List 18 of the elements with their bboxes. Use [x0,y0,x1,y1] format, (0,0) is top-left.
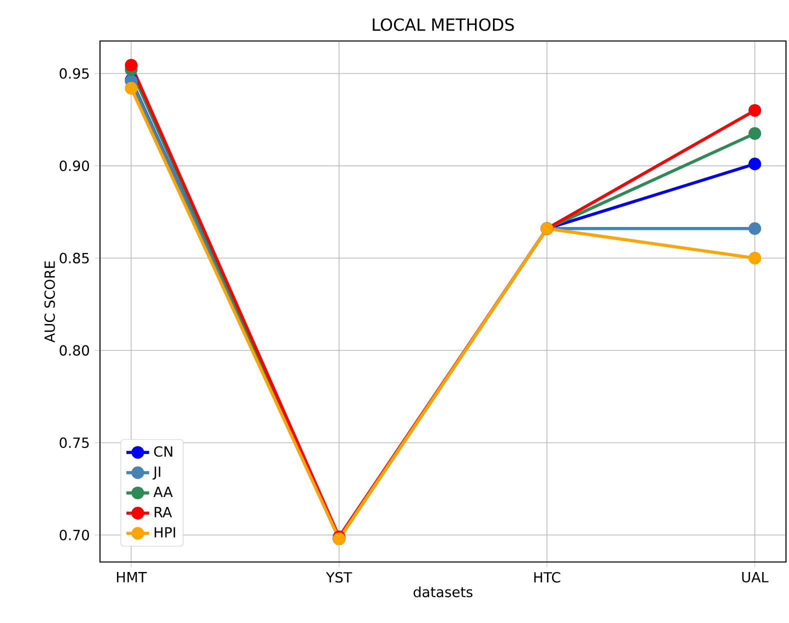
y-tick-label: 0.75 [60,437,89,448]
legend-label: RA [154,507,172,518]
x-tick-label: HTC [534,572,560,583]
legend-label: HPI [154,527,176,538]
x-tick-label: YST [326,572,352,583]
y-axis-title: AUC SCORE [44,261,55,343]
x-tick-label: UAL [742,572,769,582]
y-tick-label: 0.90 [60,160,90,172]
y-tick-label: 0.85 [60,252,89,264]
y-tick-label: 0.70 [60,530,90,540]
legend-label: JI [152,466,160,480]
legend-label: CN [154,446,172,457]
x-tick-label: HMT [116,572,147,582]
chart-title: LOCAL METHODS [372,18,514,31]
y-tick-label: 0.80 [60,345,90,356]
y-tick-label: 0.95 [60,68,89,79]
x-axis-title: datasets [414,586,472,598]
legend-label: AA [153,486,173,498]
